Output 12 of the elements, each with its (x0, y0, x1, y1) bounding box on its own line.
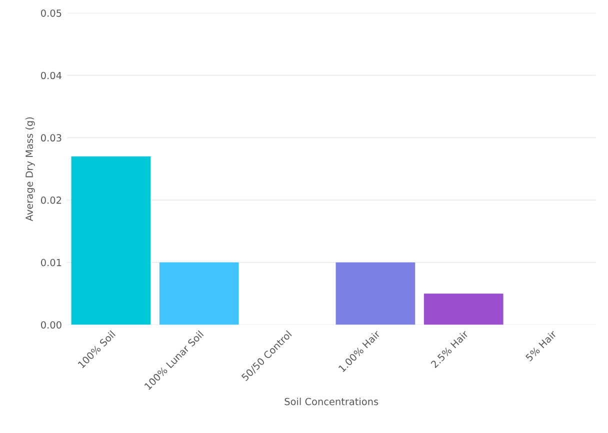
x-axis-title: Soil Concentrations (284, 398, 378, 406)
bar (71, 156, 151, 325)
y-tick-label: 0.01 (41, 258, 62, 266)
y-tick-label: 0.00 (41, 321, 62, 329)
bar (424, 294, 504, 325)
y-tick-label: 0.03 (41, 134, 62, 142)
y-axis-title: Average Dry Mass (g) (25, 117, 35, 222)
y-tick-label: 0.05 (41, 9, 62, 17)
y-tick-label: 0.04 (41, 72, 62, 80)
y-tick-label: 0.02 (41, 196, 62, 204)
bar (159, 262, 239, 325)
bar (336, 262, 416, 325)
